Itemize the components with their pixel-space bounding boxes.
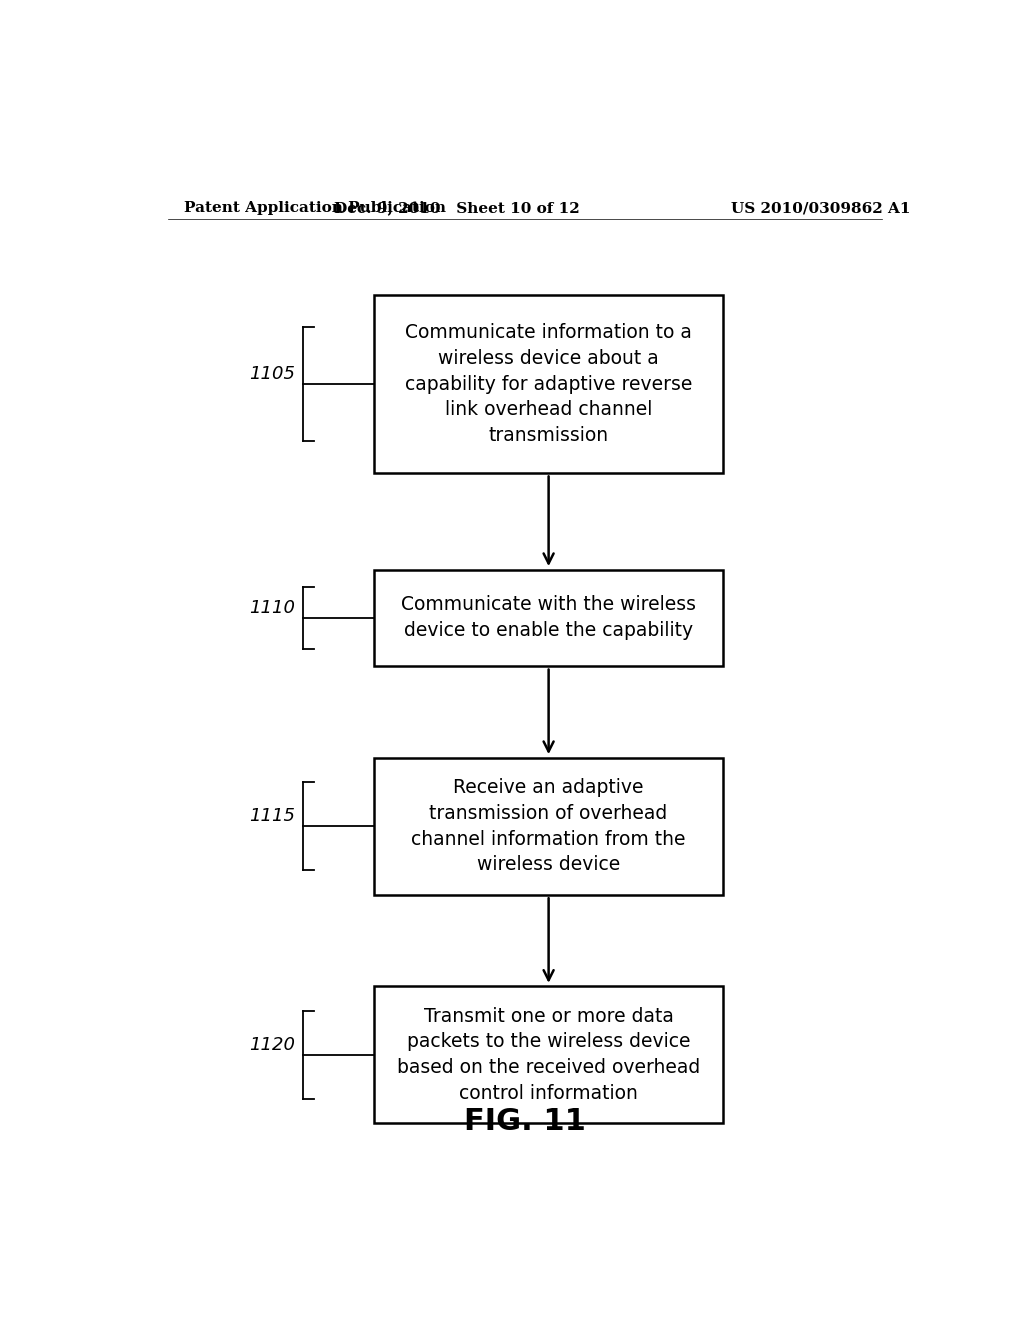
Text: Dec. 9, 2010   Sheet 10 of 12: Dec. 9, 2010 Sheet 10 of 12 <box>335 201 581 215</box>
Text: US 2010/0309862 A1: US 2010/0309862 A1 <box>731 201 910 215</box>
Text: Communicate with the wireless
device to enable the capability: Communicate with the wireless device to … <box>401 595 696 640</box>
Text: Receive an adaptive
transmission of overhead
channel information from the
wirele: Receive an adaptive transmission of over… <box>412 777 686 874</box>
Text: Transmit one or more data
packets to the wireless device
based on the received o: Transmit one or more data packets to the… <box>397 1007 700 1104</box>
FancyBboxPatch shape <box>374 986 723 1123</box>
Text: 1105: 1105 <box>249 364 295 383</box>
Text: FIG. 11: FIG. 11 <box>464 1107 586 1137</box>
Text: Patent Application Publication: Patent Application Publication <box>183 201 445 215</box>
Text: 1110: 1110 <box>249 599 295 616</box>
Text: 1120: 1120 <box>249 1036 295 1053</box>
Text: 1115: 1115 <box>249 807 295 825</box>
FancyBboxPatch shape <box>374 569 723 667</box>
FancyBboxPatch shape <box>374 758 723 895</box>
FancyBboxPatch shape <box>374 296 723 473</box>
Text: Communicate information to a
wireless device about a
capability for adaptive rev: Communicate information to a wireless de… <box>404 323 692 445</box>
